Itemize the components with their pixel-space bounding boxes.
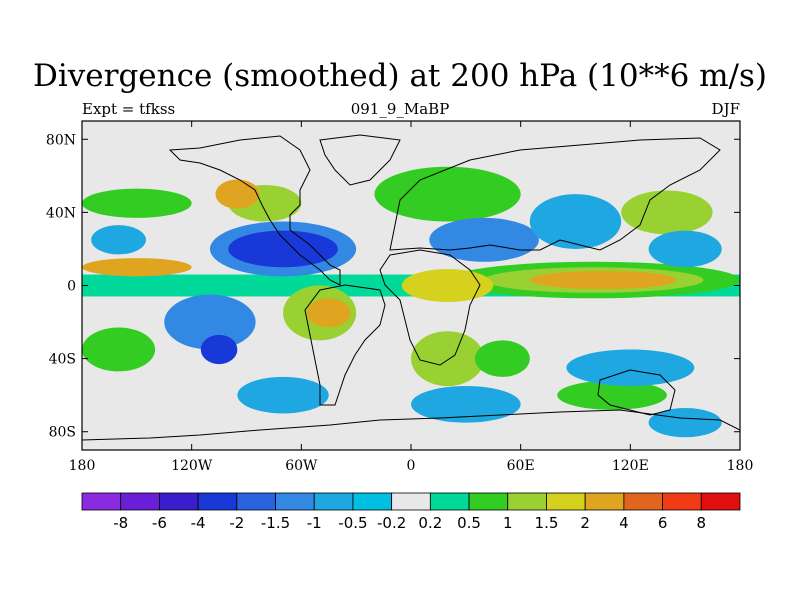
case-label: 091_9_MaBP — [350, 100, 450, 118]
colorbar-box — [275, 492, 315, 511]
contour-region-5 — [401, 269, 494, 302]
colorbar-box — [391, 492, 431, 511]
coastline-eurasia — [389, 137, 721, 251]
contour-region-25 — [91, 225, 146, 255]
y-tick-label: 0 — [67, 279, 76, 295]
contour-region-23 — [529, 194, 622, 249]
colorbar-label: -2 — [229, 514, 244, 532]
colorbar-box — [662, 492, 702, 511]
contour-region-27 — [237, 376, 329, 414]
plot-area — [82, 121, 740, 450]
contour-region-28 — [566, 349, 695, 387]
contour-region-22 — [200, 334, 238, 365]
colorbar-box — [700, 492, 741, 511]
x-tick-label: 120W — [171, 458, 213, 474]
colorbar-box — [468, 492, 509, 511]
colorbar-label: 1 — [503, 514, 513, 532]
contour-region-24 — [648, 230, 722, 268]
colorbar-box — [81, 492, 122, 511]
colorbar-label: 8 — [697, 514, 707, 532]
y-tick-label: 40N — [46, 205, 76, 221]
colorbar-label: 0.5 — [457, 514, 481, 532]
coastline-africa — [379, 249, 481, 366]
colorbar-label: -1.5 — [261, 514, 290, 532]
contour-region-13 — [374, 166, 521, 222]
colorbar-box — [352, 492, 393, 511]
contour-region-7 — [306, 298, 351, 328]
colorbar-label: -0.5 — [338, 514, 367, 532]
x-tick-label: 180 — [69, 458, 96, 474]
contour-region-15 — [474, 340, 530, 377]
contour-region-29 — [648, 407, 722, 438]
colorbar-box — [313, 492, 354, 511]
plot-title: Divergence (smoothed) at 200 hPa (10**6 … — [33, 58, 767, 94]
contour-region-19 — [228, 230, 338, 268]
experiment-label: Expt = tfkss — [82, 100, 176, 118]
contour-region-16 — [557, 380, 667, 410]
contour-region-8 — [82, 258, 192, 277]
contour-region-11 — [621, 190, 713, 235]
coastline-south-america — [304, 284, 386, 406]
coastline-greenland — [319, 134, 401, 186]
colorbar-label: -0.2 — [377, 514, 406, 532]
x-tick-label: 180 — [727, 458, 754, 474]
colorbar-box — [546, 492, 586, 511]
contour-region-20 — [429, 217, 539, 262]
contour-region-21 — [164, 294, 256, 350]
colorbar-label: -1 — [307, 514, 322, 532]
colorbar-label: -8 — [113, 514, 128, 532]
coastline-australia — [597, 369, 676, 416]
contour-region-10 — [215, 179, 260, 209]
y-tick-label: 80S — [49, 425, 76, 441]
contour-region-17 — [82, 327, 156, 372]
y-tick-label: 40S — [49, 352, 76, 368]
colorbar-label: 0.2 — [418, 514, 442, 532]
coastline-north-america — [168, 135, 341, 286]
x-tick-label: 60E — [507, 458, 535, 474]
contour-region-14 — [411, 331, 485, 387]
contour-region-12 — [82, 188, 192, 218]
colorbar-label: 4 — [619, 514, 629, 532]
colorbar-label: -4 — [191, 514, 206, 532]
season-label: DJF — [711, 100, 740, 118]
colorbar-box — [236, 492, 276, 511]
y-tick-label: 80N — [46, 132, 76, 148]
colorbar-box — [120, 492, 160, 511]
colorbar-box — [584, 492, 625, 511]
x-tick-label: 120E — [612, 458, 649, 474]
colorbar-box — [429, 492, 470, 511]
x-tick-label: 0 — [407, 458, 416, 474]
colorbar-label: 2 — [580, 514, 590, 532]
x-tick-label: 60W — [285, 458, 318, 474]
axis-ticks: 180 120W 60W 0 60E 120E 180 80N 40N 0 40S 80S — [46, 121, 753, 474]
colorbar: -8 -6 -4 -2 -1.5 -1 -0.5 -0.2 0.2 0.5 1 1.5 2 4 6 8 — [81, 492, 741, 532]
colorbar-label: -6 — [152, 514, 167, 532]
colorbar-box — [159, 492, 199, 511]
contour-region-4 — [529, 270, 677, 290]
colorbar-box — [197, 492, 238, 511]
contour-region-26 — [411, 386, 521, 423]
colorbar-box — [507, 492, 547, 511]
coastline-antarctica — [82, 409, 740, 450]
colorbar-label: 6 — [658, 514, 668, 532]
colorbar-label: 1.5 — [535, 514, 559, 532]
coastlines — [82, 134, 740, 450]
colorbar-box — [623, 492, 663, 511]
